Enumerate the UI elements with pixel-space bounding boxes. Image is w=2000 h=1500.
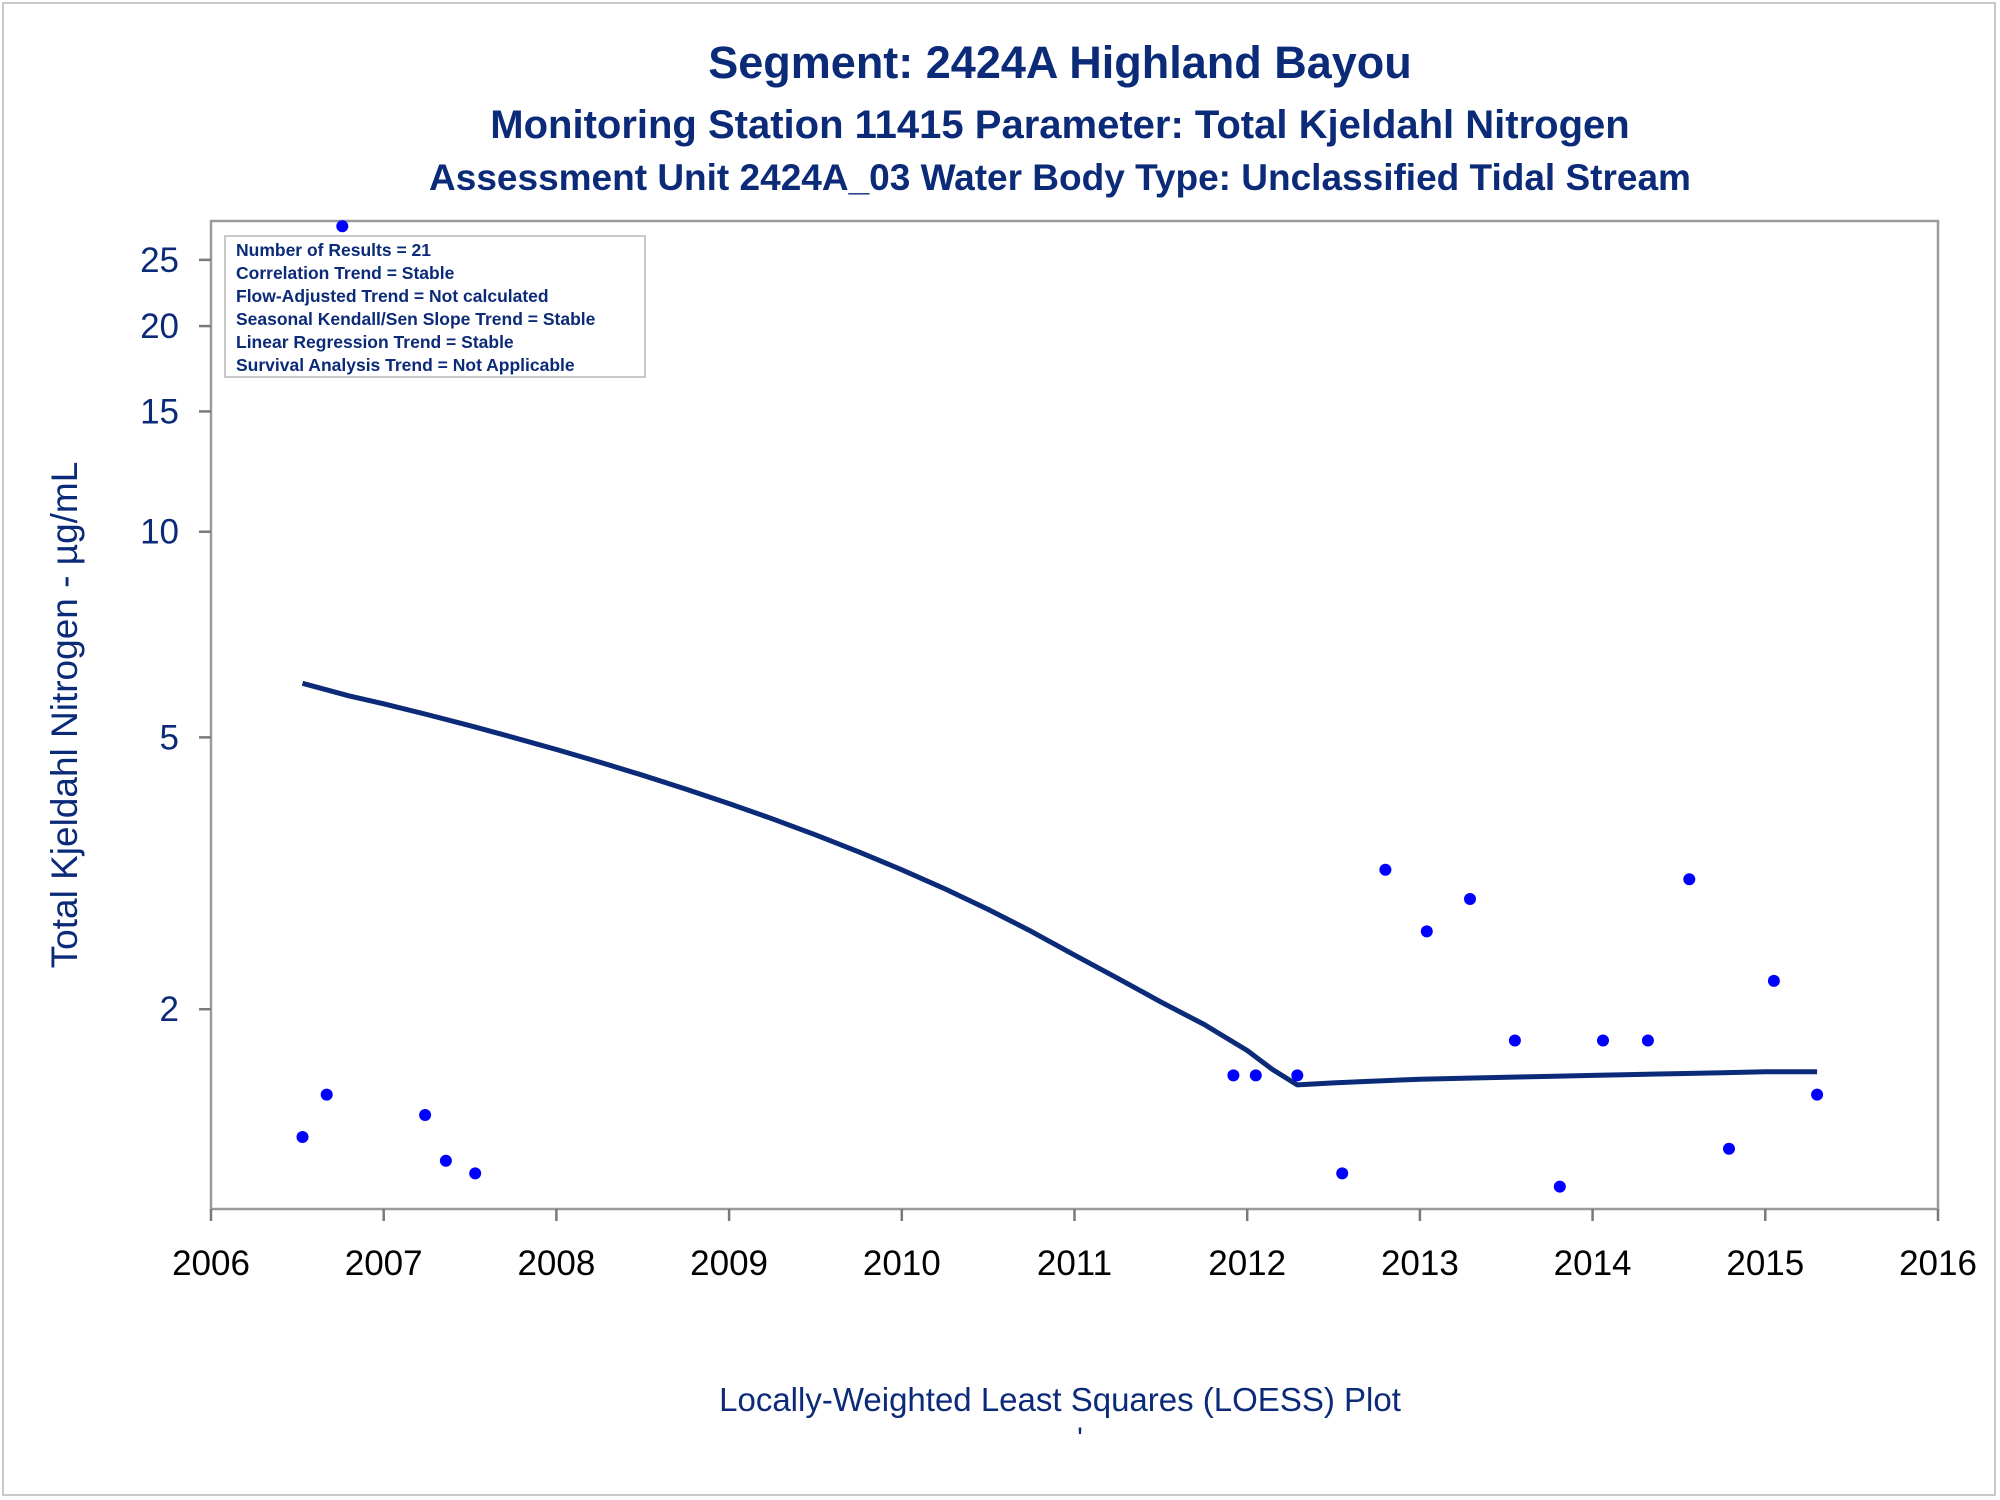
stats-line: Flow-Adjusted Trend = Not calculated xyxy=(236,286,549,306)
chart-title: Segment: 2424A Highland Bayou xyxy=(708,37,1411,88)
data-point xyxy=(1767,974,1780,987)
chart-subtitle-2: Assessment Unit 2424A_03 Water Body Type… xyxy=(429,157,1691,198)
data-point xyxy=(439,1154,452,1167)
data-point xyxy=(1379,863,1392,876)
data-point xyxy=(1597,1034,1609,1047)
data-point xyxy=(1553,1180,1566,1193)
y-axis-label: Total Kjeldahl Nitrogen - µg/mL xyxy=(44,462,85,969)
stats-line: Number of Results = 21 xyxy=(236,240,431,260)
data-point xyxy=(1683,873,1696,886)
data-point xyxy=(1336,1167,1349,1180)
x-tick-label: 2012 xyxy=(1208,1244,1286,1283)
data-point xyxy=(419,1109,432,1121)
stats-box: Number of Results = 21 Correlation Trend … xyxy=(224,235,646,378)
data-point xyxy=(1464,893,1476,905)
data-point xyxy=(336,220,349,233)
data-point xyxy=(296,1131,309,1143)
x-tick-label: 2016 xyxy=(1899,1244,1977,1283)
y-tick-label: 10 xyxy=(140,513,179,552)
loess-curve-layer xyxy=(301,680,1818,1088)
data-points-layer xyxy=(296,220,1824,1193)
data-point xyxy=(1723,1142,1735,1155)
y-tick-label: 20 xyxy=(140,307,179,346)
x-tick-label: 2007 xyxy=(345,1244,423,1283)
x-tick-label: 2011 xyxy=(1037,1244,1112,1283)
x-tick-label: 2006 xyxy=(172,1244,250,1283)
x-tick-label: 2010 xyxy=(863,1244,941,1283)
y-tick-label: 25 xyxy=(140,241,179,280)
x-tick-label: 2009 xyxy=(690,1244,768,1283)
x-tick-label: 2013 xyxy=(1381,1244,1459,1283)
x-tick-label: 2015 xyxy=(1726,1244,1804,1283)
chart-subtitle: Monitoring Station 11415 Parameter: Tota… xyxy=(490,103,1629,147)
stats-line: Seasonal Kendall/Sen Slope Trend = Stabl… xyxy=(236,309,596,329)
x-tick-label: 2014 xyxy=(1554,1244,1632,1283)
stats-line: Linear Regression Trend = Stable xyxy=(236,332,514,352)
data-point xyxy=(1811,1088,1824,1101)
y-tick-label: 15 xyxy=(140,392,179,431)
stats-line: Survival Analysis Trend = Not Applicable xyxy=(236,355,575,375)
data-point xyxy=(1249,1069,1262,1082)
data-point xyxy=(1227,1069,1240,1082)
y-tick-label: 2 xyxy=(160,990,179,1029)
y-tick-label: 5 xyxy=(160,718,179,757)
stats-box-border xyxy=(224,235,646,378)
data-point xyxy=(1641,1034,1654,1047)
data-point xyxy=(1420,925,1433,938)
x-axis-label: Locally-Weighted Least Squares (LOESS) P… xyxy=(719,1381,1401,1418)
data-point xyxy=(1508,1034,1521,1047)
x-axis: 2006 2007 2008 2009 2010 2011 2012 2013 2014 2015… xyxy=(172,1209,1977,1283)
data-point xyxy=(469,1167,482,1180)
data-point xyxy=(1291,1069,1304,1082)
stats-line: Correlation Trend = Stable xyxy=(236,263,455,283)
footnote-mark: ' xyxy=(1077,1422,1083,1455)
loess-curve xyxy=(301,680,1818,1088)
data-point xyxy=(320,1088,333,1101)
x-tick-label: 2008 xyxy=(517,1244,595,1283)
